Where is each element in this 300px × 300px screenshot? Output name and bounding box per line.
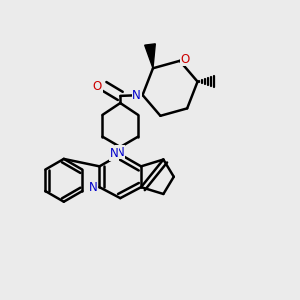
Text: N: N <box>116 146 125 159</box>
Text: N: N <box>88 181 97 194</box>
Text: N: N <box>132 88 141 101</box>
Polygon shape <box>145 44 155 68</box>
Text: O: O <box>93 80 102 93</box>
Text: O: O <box>180 52 190 66</box>
Text: N: N <box>110 147 119 161</box>
